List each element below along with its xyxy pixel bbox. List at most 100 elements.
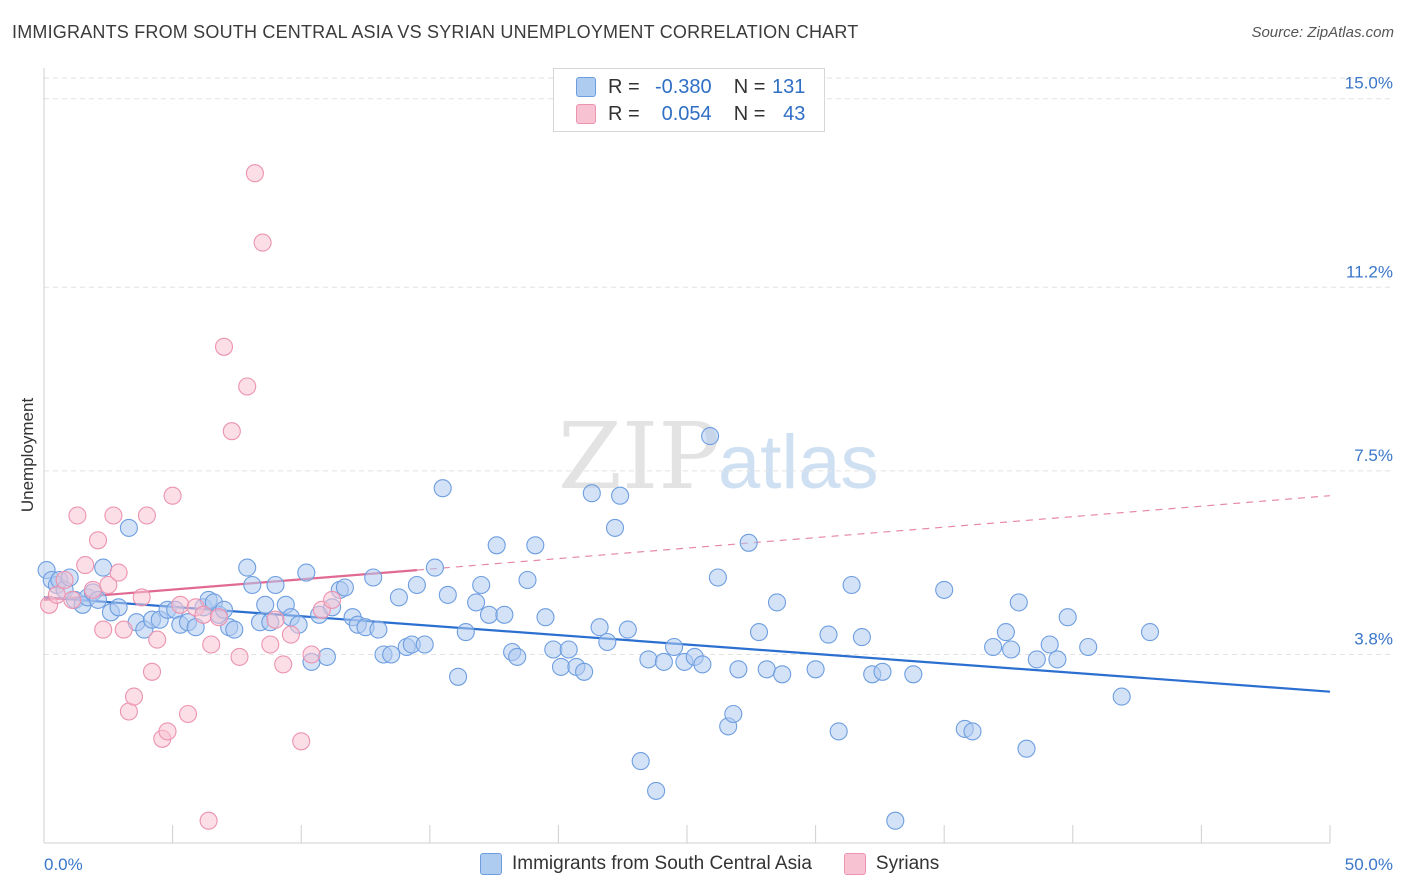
point-south-central-asia (611, 486, 630, 505)
point-south-central-asia (724, 704, 743, 724)
point-syrians (99, 575, 118, 595)
point-syrians (202, 635, 221, 654)
point-south-central-asia (842, 575, 861, 595)
trend-lines (43, 495, 1331, 693)
point-south-central-asia (438, 585, 457, 604)
point-south-central-asia (701, 427, 720, 446)
point-syrians (55, 570, 74, 590)
point-south-central-asia (582, 484, 601, 503)
point-south-central-asia (665, 637, 684, 657)
point-syrians (261, 635, 280, 654)
point-syrians (266, 610, 285, 629)
point-syrians (194, 605, 213, 624)
legend-n-value: 43 (783, 102, 806, 125)
point-syrians (178, 704, 198, 724)
trend-line-south-central-asia (43, 596, 1331, 693)
point-south-central-asia (389, 588, 408, 607)
point-south-central-asia (544, 640, 563, 659)
point-south-central-asia (767, 593, 787, 612)
data-points (37, 164, 1160, 830)
point-south-central-asia (631, 752, 650, 771)
point-south-central-asia (119, 518, 138, 537)
point-syrians (281, 625, 300, 644)
legend-series-name: Syrians (875, 853, 940, 874)
point-south-central-asia (852, 628, 871, 647)
point-south-central-asia (886, 811, 905, 830)
point-syrians (199, 811, 218, 830)
point-south-central-asia (297, 563, 316, 582)
point-south-central-asia (963, 722, 982, 741)
point-south-central-asia (407, 575, 426, 595)
point-syrians (292, 732, 311, 751)
point-syrians (253, 233, 272, 252)
series-legend: Immigrants from South Central Asia Syria… (480, 850, 971, 878)
legend-series-name: Immigrants from South Central Asia (512, 853, 812, 874)
point-south-central-asia (1140, 623, 1160, 642)
point-south-central-asia (425, 558, 444, 577)
legend-n-label: N = (733, 102, 766, 125)
y-tick-label: 3.8% (1354, 629, 1393, 648)
point-south-central-asia (335, 578, 354, 597)
point-syrians (68, 506, 87, 525)
legend-item-syrians: Syrians (843, 853, 940, 875)
point-south-central-asia (518, 570, 537, 590)
point-south-central-asia (1009, 593, 1028, 612)
point-south-central-asia (1017, 739, 1036, 758)
x-tick-label: 50.0% (1345, 855, 1393, 874)
legend-n-value: 131 (772, 75, 806, 98)
point-south-central-asia (904, 665, 923, 684)
legend-swatch-pink (576, 104, 596, 124)
point-south-central-asia (266, 575, 285, 595)
point-south-central-asia (109, 598, 128, 617)
point-south-central-asia (1027, 650, 1046, 669)
point-south-central-asia (369, 620, 388, 639)
point-syrians (209, 608, 228, 627)
point-south-central-asia (238, 558, 257, 577)
point-south-central-asia (605, 518, 625, 537)
point-south-central-asia (487, 536, 506, 555)
watermark-zip: ZIP (558, 403, 720, 510)
point-syrians (245, 164, 264, 183)
point-south-central-asia (382, 645, 401, 664)
point-south-central-asia (618, 620, 637, 639)
point-syrians (214, 337, 234, 356)
point-syrians (222, 422, 241, 441)
point-syrians (104, 506, 123, 525)
point-south-central-asia (757, 660, 776, 679)
point-south-central-asia (94, 558, 113, 577)
legend-swatch-blue (480, 853, 502, 875)
point-south-central-asia (829, 722, 848, 741)
point-syrians (94, 620, 113, 639)
point-south-central-asia (996, 623, 1015, 642)
correlation-legend: R = -0.380 N = 131 R = 0.054 N = 43 (553, 68, 825, 132)
source-label: Source: ZipAtlas.com (1251, 24, 1394, 41)
point-south-central-asia (508, 647, 527, 666)
point-south-central-asia (433, 479, 452, 498)
point-south-central-asia (647, 781, 666, 800)
point-syrians (83, 580, 102, 599)
point-syrians (132, 588, 151, 607)
chart-title: IMMIGRANTS FROM SOUTH CENTRAL ASIA VS SY… (12, 22, 859, 42)
trend-line-syrians-extension (416, 495, 1331, 571)
point-south-central-asia (654, 652, 673, 671)
point-south-central-asia (559, 640, 578, 659)
legend-swatch-blue (576, 77, 596, 97)
point-syrians (171, 595, 190, 614)
point-south-central-asia (1002, 640, 1021, 659)
point-syrians (238, 377, 257, 396)
tick-labels: 3.8% 7.5% 11.2% 15.0% 0.0% 50.0% (44, 74, 1393, 874)
y-tick-label: 7.5% (1354, 446, 1393, 465)
point-south-central-asia (749, 623, 769, 642)
point-south-central-asia (472, 575, 491, 595)
point-syrians (114, 620, 133, 639)
point-syrians (302, 645, 321, 664)
point-south-central-asia (495, 605, 514, 624)
point-south-central-asia (598, 632, 617, 652)
legend-n-label: N = (733, 75, 766, 98)
point-south-central-asia (575, 662, 594, 681)
point-syrians (323, 590, 342, 609)
point-south-central-asia (693, 655, 712, 674)
x-tick-label: 0.0% (44, 855, 83, 874)
legend-row-syrians: R = 0.054 N = 43 (576, 101, 805, 127)
point-south-central-asia (551, 657, 571, 676)
